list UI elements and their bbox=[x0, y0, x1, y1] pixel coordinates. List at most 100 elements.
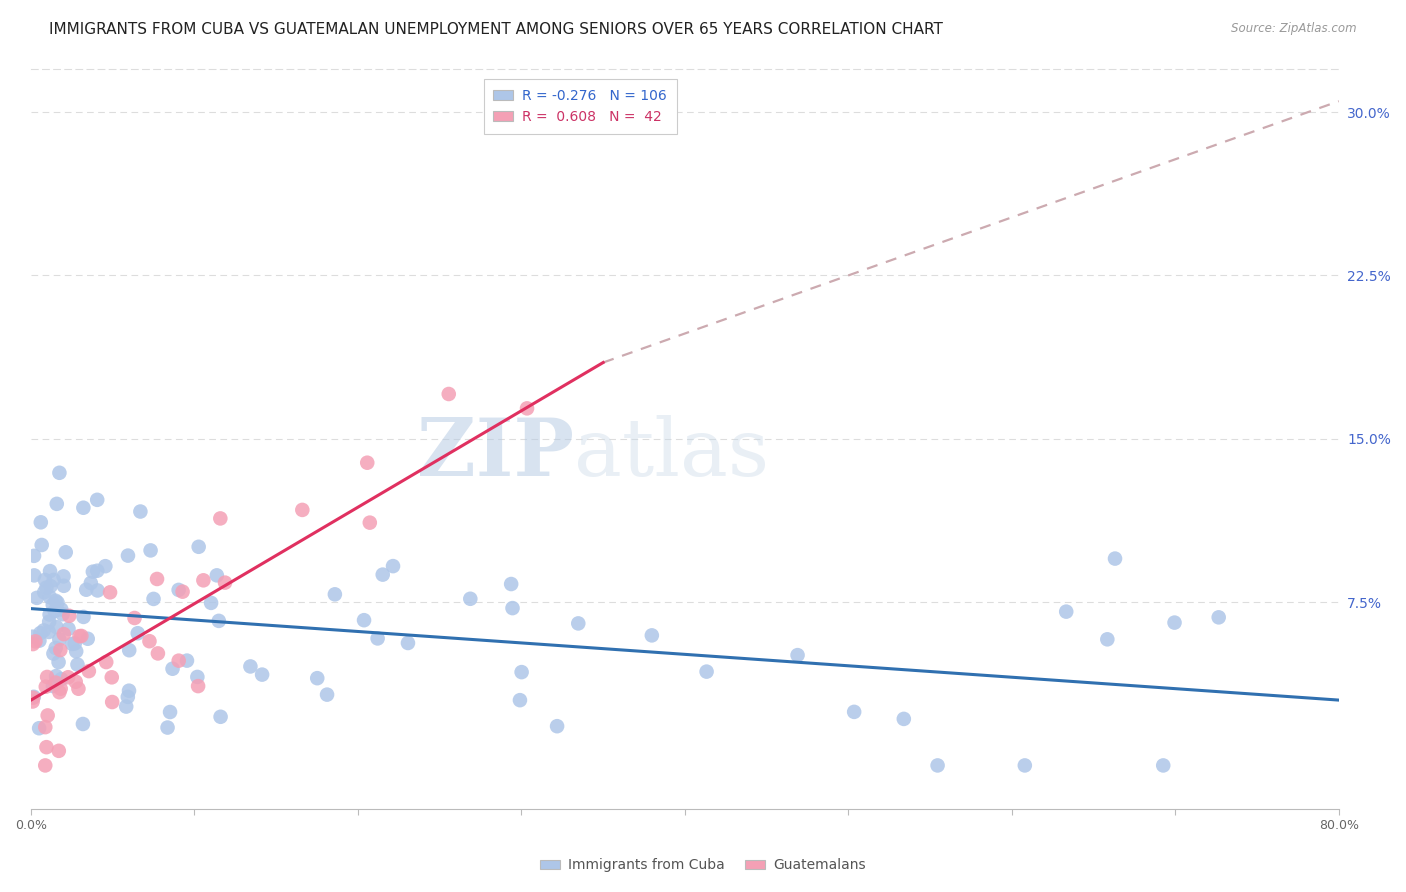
Point bbox=[35, 680, 58, 694]
Point bbox=[67, 681, 90, 696]
Point bbox=[65, 674, 87, 689]
Text: IMMIGRANTS FROM CUBA VS GUATEMALAN UNEMPLOYMENT AMONG SENIORS OVER 65 YEARS CORR: IMMIGRANTS FROM CUBA VS GUATEMALAN UNEMP… bbox=[49, 22, 943, 37]
Point bbox=[42, 647, 65, 661]
Point bbox=[60, 637, 83, 651]
Point bbox=[193, 574, 215, 588]
Point bbox=[38, 624, 60, 639]
Point bbox=[42, 598, 65, 612]
Point bbox=[56, 670, 79, 684]
Point bbox=[86, 583, 108, 598]
Point bbox=[200, 596, 222, 610]
Point bbox=[37, 670, 59, 684]
Point bbox=[117, 690, 139, 704]
Point bbox=[30, 516, 52, 530]
Point bbox=[70, 629, 93, 643]
Point bbox=[77, 664, 100, 678]
Point bbox=[45, 640, 67, 655]
Point bbox=[58, 622, 80, 636]
Point bbox=[567, 616, 589, 631]
Point bbox=[502, 601, 524, 615]
Point bbox=[138, 634, 160, 648]
Point bbox=[44, 604, 66, 618]
Point bbox=[72, 610, 94, 624]
Point bbox=[48, 744, 70, 758]
Point bbox=[21, 630, 44, 644]
Point bbox=[127, 626, 149, 640]
Point bbox=[32, 585, 55, 599]
Point bbox=[22, 568, 45, 582]
Point bbox=[45, 594, 67, 608]
Point bbox=[516, 401, 538, 416]
Point bbox=[546, 719, 568, 733]
Point bbox=[35, 581, 58, 595]
Point bbox=[146, 647, 169, 661]
Legend: Immigrants from Cuba, Guatemalans: Immigrants from Cuba, Guatemalans bbox=[534, 853, 872, 878]
Point bbox=[167, 582, 190, 597]
Point bbox=[139, 543, 162, 558]
Point bbox=[844, 705, 866, 719]
Text: atlas: atlas bbox=[574, 415, 769, 492]
Point bbox=[118, 683, 141, 698]
Point bbox=[86, 492, 108, 507]
Point bbox=[146, 572, 169, 586]
Point bbox=[1208, 610, 1230, 624]
Point bbox=[100, 670, 122, 684]
Point bbox=[30, 626, 52, 640]
Point bbox=[55, 545, 77, 559]
Point bbox=[239, 659, 262, 673]
Point bbox=[21, 694, 44, 708]
Point bbox=[21, 637, 44, 651]
Text: ZIP: ZIP bbox=[416, 415, 574, 492]
Point bbox=[22, 549, 45, 563]
Point bbox=[49, 643, 72, 657]
Point bbox=[458, 591, 481, 606]
Point bbox=[22, 690, 45, 705]
Point bbox=[501, 577, 523, 591]
Point bbox=[22, 690, 45, 704]
Point bbox=[34, 573, 56, 587]
Point bbox=[316, 688, 339, 702]
Point bbox=[52, 569, 75, 583]
Point bbox=[38, 607, 60, 622]
Point bbox=[66, 657, 89, 672]
Point bbox=[156, 721, 179, 735]
Point bbox=[509, 693, 531, 707]
Point bbox=[187, 679, 209, 693]
Point bbox=[52, 627, 75, 641]
Point bbox=[786, 648, 808, 662]
Point bbox=[356, 456, 378, 470]
Point bbox=[118, 643, 141, 657]
Point bbox=[382, 559, 405, 574]
Point bbox=[437, 387, 460, 401]
Point bbox=[696, 665, 718, 679]
Point bbox=[142, 591, 165, 606]
Point bbox=[172, 584, 194, 599]
Point bbox=[96, 655, 118, 669]
Point bbox=[65, 644, 87, 658]
Legend: R = -0.276   N = 106, R =  0.608   N =  42: R = -0.276 N = 106, R = 0.608 N = 42 bbox=[484, 79, 676, 134]
Point bbox=[58, 608, 80, 623]
Point bbox=[34, 758, 56, 772]
Point bbox=[82, 565, 104, 579]
Point bbox=[48, 466, 70, 480]
Text: Source: ZipAtlas.com: Source: ZipAtlas.com bbox=[1232, 22, 1357, 36]
Point bbox=[39, 579, 62, 593]
Point bbox=[39, 564, 62, 578]
Point bbox=[1152, 758, 1174, 772]
Point bbox=[1014, 758, 1036, 772]
Point bbox=[49, 681, 72, 696]
Point bbox=[641, 628, 664, 642]
Point bbox=[45, 675, 67, 690]
Point bbox=[32, 624, 55, 638]
Point bbox=[162, 662, 184, 676]
Point bbox=[1054, 605, 1077, 619]
Point bbox=[510, 665, 533, 679]
Point bbox=[38, 590, 60, 604]
Point bbox=[80, 576, 103, 591]
Point bbox=[51, 672, 73, 686]
Point bbox=[367, 632, 389, 646]
Point bbox=[37, 708, 59, 723]
Point bbox=[52, 607, 75, 622]
Point bbox=[42, 573, 65, 587]
Point bbox=[63, 636, 86, 650]
